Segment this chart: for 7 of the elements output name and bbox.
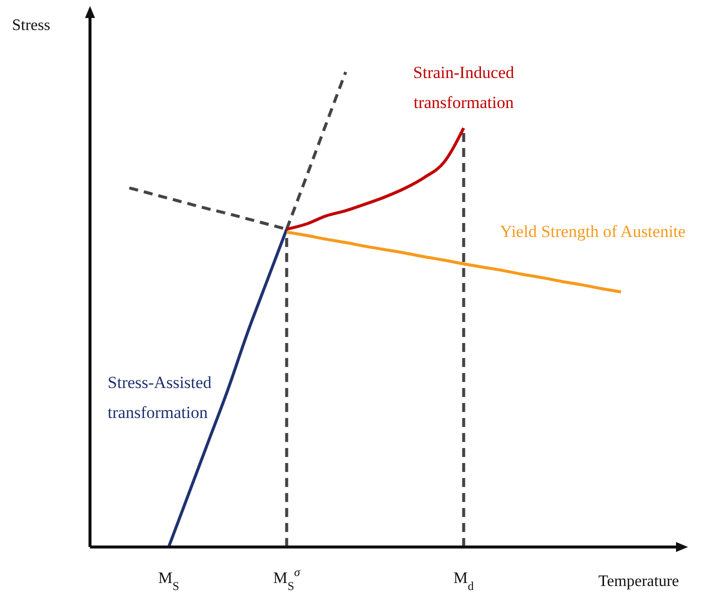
series-label: Yield Strength of Austenite <box>500 222 686 241</box>
y-axis-title: Stress <box>12 17 50 34</box>
x-tick-label: M$_{d}$ <box>454 570 474 592</box>
x-axis-title: Temperature <box>598 573 679 590</box>
x-tick-label: M$_{S}$ <box>158 570 180 592</box>
text: Strain-Induced transformation <box>413 63 515 112</box>
series-label: Stress-Assisted transformation <box>108 373 212 422</box>
